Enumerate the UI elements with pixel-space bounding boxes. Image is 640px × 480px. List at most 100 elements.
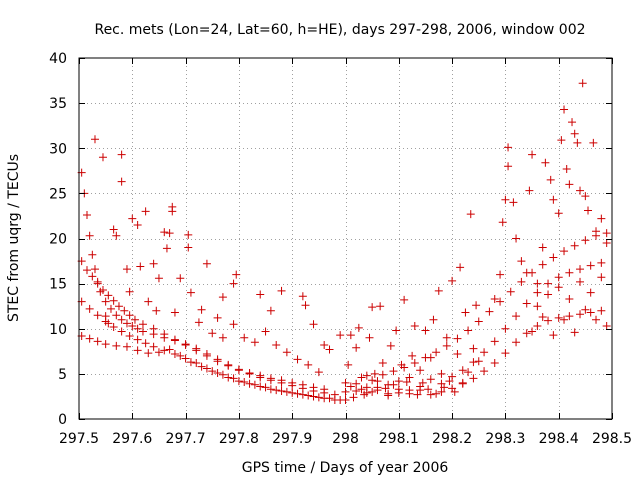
data-point [357, 385, 366, 394]
data-point [584, 206, 593, 215]
data-point [144, 297, 153, 306]
data-point [442, 333, 451, 342]
plot-border [78, 57, 613, 420]
data-point [546, 175, 555, 184]
data-point [82, 211, 91, 220]
data-point [554, 313, 563, 322]
data-point [256, 382, 265, 391]
data-point [490, 359, 499, 368]
data-point [496, 297, 505, 306]
data-point [218, 370, 227, 379]
data-point [141, 207, 150, 216]
data-point [573, 138, 582, 147]
data-point [101, 312, 110, 321]
data-point [474, 317, 483, 326]
data-point [229, 279, 238, 288]
data-point [501, 195, 510, 204]
data-point [504, 162, 513, 171]
data-point [410, 359, 419, 368]
data-point [416, 386, 425, 395]
data-point [538, 243, 547, 252]
data-point [93, 311, 102, 320]
data-point [149, 342, 158, 351]
data-point [224, 373, 233, 382]
data-point [101, 340, 110, 349]
data-point [408, 351, 417, 360]
y-tick-label: 25 [49, 186, 67, 202]
data-point [602, 239, 611, 248]
data-point [106, 304, 115, 313]
data-point [114, 302, 123, 311]
data-point [125, 287, 134, 296]
data-point [362, 371, 371, 380]
data-point [85, 334, 94, 343]
data-point [88, 272, 97, 281]
data-point [160, 228, 169, 237]
data-point [117, 150, 126, 159]
data-point [528, 327, 537, 336]
data-point [416, 366, 425, 375]
data-point [386, 341, 395, 350]
data-point [562, 165, 571, 174]
data-point [496, 270, 505, 279]
data-point [565, 294, 574, 303]
data-point [597, 273, 606, 282]
data-point [554, 273, 563, 282]
data-point [282, 387, 291, 396]
data-point [512, 312, 521, 321]
data-point [229, 374, 238, 383]
data-point [266, 385, 275, 394]
data-point [184, 230, 193, 239]
data-point [298, 292, 307, 301]
data-point [453, 350, 462, 359]
data-point [362, 388, 371, 397]
data-point [349, 393, 358, 402]
data-point [400, 295, 409, 304]
data-point [565, 180, 574, 189]
data-point [413, 390, 422, 399]
data-point [181, 340, 190, 349]
data-point [234, 377, 243, 386]
x-tick-label: 297.7 [166, 431, 206, 447]
data-point [597, 258, 606, 267]
data-point [522, 329, 531, 338]
data-point [378, 359, 387, 368]
y-tick-label: 30 [49, 141, 67, 157]
data-point [461, 308, 470, 317]
data-point [197, 305, 206, 314]
data-point [122, 319, 131, 328]
data-point [368, 303, 377, 312]
data-point [341, 378, 350, 387]
data-point [466, 210, 475, 219]
data-point [136, 262, 145, 271]
data-point [432, 348, 441, 357]
data-point [149, 259, 158, 268]
data-point [426, 390, 435, 399]
data-point [208, 329, 217, 338]
data-point [474, 357, 483, 366]
data-point [434, 286, 443, 295]
data-point [544, 290, 553, 299]
data-point [352, 343, 361, 352]
data-point [570, 328, 579, 337]
data-point [437, 379, 446, 388]
data-point [592, 315, 601, 324]
data-point [376, 302, 385, 311]
x-tick-label: 297.9 [272, 431, 312, 447]
data-point [568, 118, 577, 127]
data-point [138, 320, 147, 329]
data-point [517, 277, 526, 286]
data-point [602, 229, 611, 238]
data-point [128, 214, 137, 223]
data-point [576, 310, 585, 319]
data-point [538, 260, 547, 269]
data-point [370, 369, 379, 378]
data-point [325, 345, 334, 354]
data-point [501, 349, 510, 358]
data-point [125, 311, 134, 320]
data-point [144, 349, 153, 358]
data-point [170, 350, 179, 359]
data-point [544, 279, 553, 288]
data-point [277, 378, 286, 387]
data-point [544, 316, 553, 325]
